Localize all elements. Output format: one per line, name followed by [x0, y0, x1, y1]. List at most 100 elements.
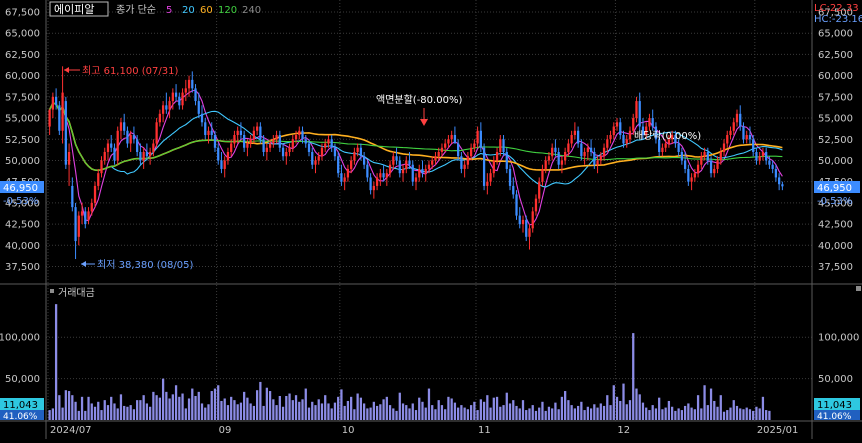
volume-bar[interactable] — [255, 390, 259, 420]
candle-body[interactable] — [748, 135, 752, 140]
candle-body[interactable] — [742, 126, 745, 140]
candle-body[interactable] — [265, 147, 268, 152]
candle-body[interactable] — [690, 177, 693, 182]
volume-bar[interactable] — [703, 385, 706, 420]
volume-bar[interactable] — [716, 406, 719, 420]
candle-body[interactable] — [440, 147, 444, 152]
volume-bar[interactable] — [680, 410, 684, 420]
volume-bar[interactable] — [314, 405, 317, 420]
volume-bar[interactable] — [382, 399, 385, 420]
candle-body[interactable] — [132, 135, 136, 140]
candle-body[interactable] — [768, 160, 771, 165]
volume-bar[interactable] — [615, 396, 619, 420]
candle-body[interactable] — [395, 156, 398, 161]
volume-bar[interactable] — [654, 408, 658, 420]
candle-body[interactable] — [382, 173, 385, 178]
volume-bar[interactable] — [51, 408, 54, 420]
volume-bar[interactable] — [440, 405, 444, 420]
candle-body[interactable] — [732, 122, 735, 131]
candle-body[interactable] — [401, 168, 405, 174]
candle-body[interactable] — [469, 147, 473, 157]
candle-body[interactable] — [700, 156, 703, 165]
volume-bar[interactable] — [213, 388, 217, 420]
volume-bar[interactable] — [722, 411, 726, 420]
volume-bar[interactable] — [301, 399, 304, 420]
volume-bar[interactable] — [243, 391, 246, 420]
candle-body[interactable] — [444, 143, 447, 148]
candle-body[interactable] — [625, 139, 628, 144]
volume-bar[interactable] — [236, 404, 239, 420]
candle-body[interactable] — [453, 135, 457, 144]
candle-body[interactable] — [217, 147, 220, 161]
volume-bar[interactable] — [411, 403, 414, 420]
candle-body[interactable] — [434, 156, 437, 161]
candle-body[interactable] — [778, 177, 781, 185]
candle-body[interactable] — [110, 143, 113, 148]
candle-body[interactable] — [375, 177, 379, 186]
volume-bar[interactable] — [90, 403, 93, 420]
volume-bar[interactable] — [437, 400, 440, 420]
candle-body[interactable] — [609, 135, 612, 140]
candle-body[interactable] — [243, 135, 246, 148]
candle-body[interactable] — [596, 160, 599, 165]
candle-body[interactable] — [233, 135, 236, 144]
volume-bar[interactable] — [418, 397, 421, 420]
candle-body[interactable] — [356, 147, 359, 152]
candle-body[interactable] — [61, 92, 64, 131]
candle-body[interactable] — [191, 79, 194, 89]
volume-bar[interactable] — [431, 405, 434, 420]
volume-bar[interactable] — [239, 402, 243, 420]
volume-bar[interactable] — [538, 407, 541, 420]
volume-bar[interactable] — [372, 401, 375, 420]
volume-bar[interactable] — [551, 408, 554, 420]
volume-bar[interactable] — [732, 400, 735, 420]
volume-bar[interactable] — [129, 405, 132, 420]
candle-body[interactable] — [745, 135, 748, 140]
volume-bar[interactable] — [596, 407, 599, 420]
candle-body[interactable] — [622, 135, 625, 144]
volume-bar[interactable] — [119, 394, 123, 420]
volume-bar[interactable] — [531, 405, 534, 420]
volume-bar[interactable] — [230, 396, 233, 420]
candle-body[interactable] — [275, 135, 278, 140]
volume-bar[interactable] — [518, 408, 521, 420]
volume-bar[interactable] — [748, 409, 752, 420]
volume-bar[interactable] — [353, 409, 356, 420]
volume-bar[interactable] — [664, 407, 667, 420]
volume-bar[interactable] — [145, 403, 149, 420]
volume-bar[interactable] — [265, 387, 268, 420]
candle-body[interactable] — [437, 151, 440, 157]
volume-bar[interactable] — [453, 402, 457, 420]
volume-bar[interactable] — [366, 408, 369, 420]
candle-body[interactable] — [255, 126, 259, 131]
candle-body[interactable] — [431, 160, 434, 165]
volume-bar[interactable] — [674, 410, 677, 420]
candle-body[interactable] — [619, 122, 622, 136]
volume-bar[interactable] — [486, 395, 489, 420]
volume-bar[interactable] — [645, 407, 648, 420]
candle-body[interactable] — [586, 147, 589, 152]
volume-bar[interactable] — [168, 398, 171, 420]
volume-bar[interactable] — [356, 393, 359, 420]
candle-body[interactable] — [388, 164, 392, 174]
candle-body[interactable] — [628, 130, 632, 140]
candle-body[interactable] — [648, 118, 651, 127]
candle-body[interactable] — [674, 135, 677, 144]
candle-body[interactable] — [197, 101, 200, 114]
candle-body[interactable] — [252, 130, 256, 140]
volume-bar[interactable] — [61, 407, 64, 420]
volume-bar[interactable] — [174, 385, 178, 420]
volume-bar[interactable] — [547, 406, 551, 420]
volume-bar[interactable] — [84, 410, 87, 420]
volume-bar[interactable] — [515, 405, 518, 420]
candle-body[interactable] — [362, 156, 366, 165]
candle-body[interactable] — [677, 143, 680, 152]
volume-bar[interactable] — [307, 407, 311, 420]
candle-body[interactable] — [651, 118, 654, 127]
volume-bar[interactable] — [495, 396, 499, 420]
candle-body[interactable] — [385, 173, 388, 178]
volume-bar[interactable] — [285, 396, 288, 420]
volume-bar[interactable] — [330, 408, 333, 420]
volume-bar[interactable] — [457, 407, 460, 420]
volume-bar[interactable] — [268, 391, 272, 420]
